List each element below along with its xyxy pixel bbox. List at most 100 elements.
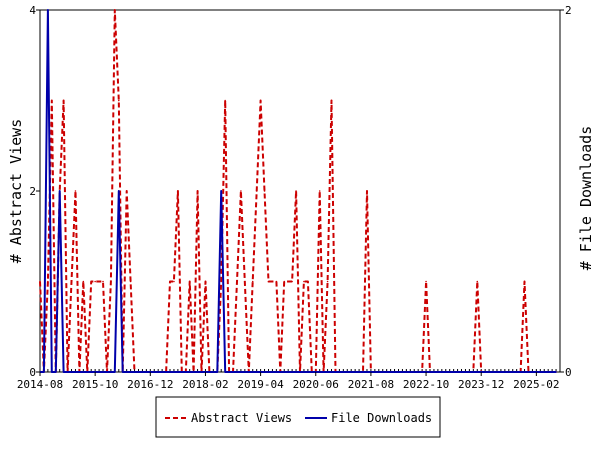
data-point	[117, 190, 120, 192]
data-point	[121, 371, 124, 373]
data-point	[551, 371, 553, 373]
data-point	[78, 371, 81, 373]
data-point	[519, 371, 522, 373]
data-point	[51, 99, 53, 102]
data-point	[110, 371, 112, 373]
data-point	[429, 371, 431, 373]
data-point	[117, 99, 120, 102]
data-point	[295, 371, 297, 373]
data-point	[244, 371, 246, 373]
data-point	[86, 371, 89, 373]
data-point	[169, 371, 171, 373]
data-point	[283, 280, 286, 283]
data-point	[39, 280, 41, 283]
data-point	[267, 371, 270, 373]
data-point	[291, 371, 293, 373]
data-point	[74, 371, 77, 373]
data-point	[102, 371, 104, 373]
data-point	[236, 371, 238, 373]
data-point	[244, 280, 246, 283]
x-tick-label: 2018-02	[182, 378, 228, 391]
data-point	[303, 280, 305, 283]
data-point	[523, 371, 526, 373]
data-point	[425, 280, 427, 283]
data-point	[456, 371, 459, 373]
data-point	[145, 371, 148, 373]
data-point	[318, 190, 321, 192]
data-point	[247, 371, 250, 373]
data-point	[196, 190, 199, 192]
data-point	[452, 371, 455, 373]
data-point	[539, 371, 542, 373]
data-point	[47, 9, 49, 11]
y-left-tick-labels: 0 2 4	[29, 4, 40, 379]
data-point	[413, 371, 416, 373]
data-point	[54, 371, 57, 373]
x-tick-labels: 2014-08 2015-10 2016-12 2018-02 2019-04 2020-…	[17, 372, 560, 391]
data-point	[82, 280, 85, 283]
data-point	[322, 371, 325, 373]
data-point	[515, 371, 518, 373]
data-point	[381, 371, 384, 373]
data-point	[181, 371, 183, 373]
data-point	[389, 371, 392, 373]
y-left-tick-label: 2	[29, 185, 36, 198]
data-point	[110, 280, 112, 283]
data-point	[165, 371, 167, 373]
data-point	[129, 280, 132, 283]
data-point	[129, 371, 132, 373]
data-point	[157, 371, 159, 373]
data-point	[409, 371, 412, 373]
data-point	[303, 371, 305, 373]
data-point	[307, 280, 309, 283]
data-point	[114, 9, 116, 11]
data-point	[346, 371, 349, 373]
data-point	[184, 371, 187, 373]
data-point	[98, 280, 100, 283]
data-point	[196, 371, 199, 373]
data-point	[287, 371, 289, 373]
data-point	[342, 371, 345, 373]
data-point	[141, 371, 144, 373]
data-point	[255, 190, 258, 192]
data-point	[460, 371, 463, 373]
x-tick-label: 2016-12	[127, 378, 173, 391]
data-point	[224, 371, 226, 373]
data-point	[295, 190, 297, 192]
data-point	[330, 99, 333, 102]
data-point	[200, 371, 203, 373]
data-point	[437, 371, 439, 373]
data-point	[216, 371, 219, 373]
data-point	[62, 99, 65, 102]
data-point	[212, 371, 215, 373]
data-point	[263, 371, 266, 373]
y-right-axis-title: # File Downloads	[577, 126, 595, 271]
data-point	[173, 280, 175, 283]
data-point	[338, 371, 341, 373]
data-point	[405, 371, 408, 373]
data-point	[366, 371, 368, 373]
data-point	[275, 371, 278, 373]
data-point	[125, 371, 128, 373]
data-point	[236, 280, 238, 283]
data-point	[397, 371, 400, 373]
data-point	[492, 371, 494, 373]
data-point	[271, 371, 274, 373]
data-point	[523, 280, 526, 283]
data-point	[488, 371, 490, 373]
data-point	[161, 371, 163, 373]
data-point	[330, 371, 333, 373]
legend-box	[155, 396, 441, 438]
data-point	[255, 371, 258, 373]
data-point	[82, 371, 85, 373]
data-point	[133, 371, 136, 373]
data-point	[472, 371, 475, 373]
data-point	[173, 371, 175, 373]
data-point	[401, 371, 404, 373]
data-point	[444, 371, 447, 373]
data-point	[374, 371, 376, 373]
data-point	[177, 190, 179, 192]
data-point	[62, 371, 65, 373]
data-point	[547, 371, 549, 373]
